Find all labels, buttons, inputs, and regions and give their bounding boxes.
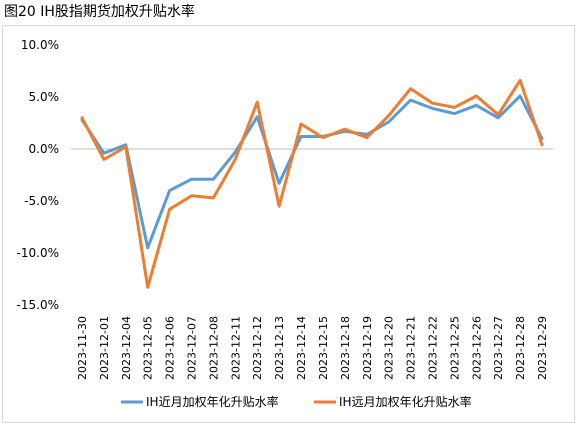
x-tick-label: 2023-12-07 — [186, 316, 199, 380]
x-axis-labels: 2023-11-30 2023-12-01 2023-12-04 2023-12-05… — [76, 316, 549, 380]
y-tick-label: 10.0% — [21, 38, 59, 52]
chart-frame: 10.0% 5.0% 0.0% -5.0% -10.0% -15.0% 2023-11-3… — [2, 25, 575, 423]
series-line-near-month — [80, 94, 544, 250]
figure-title: 图20 IH股指期货加权升贴水率 — [4, 4, 195, 20]
series-lines — [80, 78, 544, 289]
x-tick-label: 2023-12-04 — [120, 316, 133, 380]
x-tick-label: 2023-12-20 — [383, 316, 396, 380]
x-tick-label: 2023-12-12 — [251, 316, 264, 380]
x-tick-label: 2023-11-30 — [76, 316, 89, 380]
y-tick-label: -5.0% — [24, 194, 59, 208]
x-tick-label: 2023-12-06 — [164, 316, 177, 380]
x-tick-label: 2023-12-22 — [427, 316, 440, 380]
y-tick-label: -15.0% — [17, 298, 59, 312]
x-tick-label: 2023-12-25 — [448, 316, 461, 380]
y-axis-labels: 10.0% 5.0% 0.0% -5.0% -10.0% -15.0% — [17, 38, 59, 312]
line-chart: 10.0% 5.0% 0.0% -5.0% -10.0% -15.0% 2023-11-3… — [17, 38, 553, 409]
series-line-far-month — [80, 78, 544, 289]
x-tick-label: 2023-12-05 — [142, 316, 155, 380]
x-tick-label: 2023-12-01 — [98, 316, 111, 380]
legend: IH近月加权年化升贴水率 IH远月加权年化升贴水率 — [121, 394, 472, 409]
x-tick-label: 2023-12-14 — [295, 316, 308, 380]
x-tick-label: 2023-12-27 — [492, 316, 505, 380]
x-tick-label: 2023-12-29 — [536, 316, 549, 380]
y-tick-label: 0.0% — [29, 142, 60, 156]
x-tick-label: 2023-12-13 — [273, 316, 286, 380]
x-tick-label: 2023-12-28 — [514, 316, 527, 380]
legend-label: IH近月加权年化升贴水率 — [146, 394, 279, 409]
x-tick-label: 2023-12-11 — [229, 316, 242, 380]
x-tick-label: 2023-12-26 — [470, 316, 483, 380]
y-tick-label: -10.0% — [17, 246, 59, 260]
x-tick-label: 2023-12-15 — [317, 316, 330, 380]
x-tick-label: 2023-12-08 — [207, 316, 220, 380]
y-tick-label: 5.0% — [29, 90, 60, 104]
legend-label: IH远月加权年化升贴水率 — [339, 394, 472, 409]
x-tick-label: 2023-12-21 — [405, 316, 418, 380]
x-tick-label: 2023-12-18 — [339, 316, 352, 380]
x-tick-label: 2023-12-19 — [361, 316, 374, 380]
